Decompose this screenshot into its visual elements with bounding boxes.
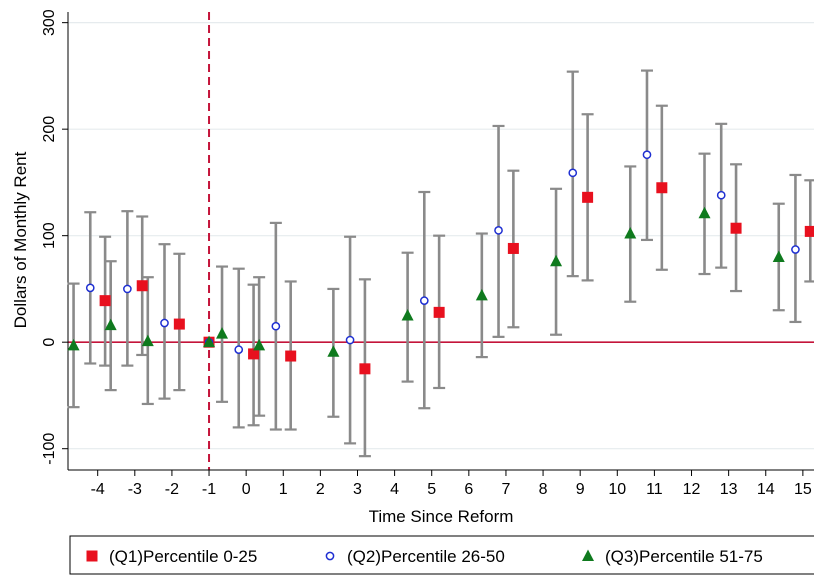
y-tick-label: 200 bbox=[41, 116, 58, 143]
x-tick-label: 8 bbox=[539, 481, 548, 498]
triangle-marker bbox=[401, 309, 414, 321]
triangle-marker bbox=[203, 335, 216, 348]
circle-marker bbox=[271, 321, 281, 331]
square-marker bbox=[433, 306, 445, 318]
x-axis-title: Time Since Reform bbox=[369, 507, 514, 526]
square-marker bbox=[173, 318, 185, 330]
x-tick-label: -2 bbox=[165, 481, 179, 498]
legend-square-marker bbox=[86, 550, 98, 562]
x-tick-label: 11 bbox=[646, 481, 663, 498]
triangle-marker bbox=[216, 327, 229, 339]
x-tick-label: -3 bbox=[128, 481, 142, 498]
legend-circle-marker bbox=[325, 551, 335, 561]
square-marker bbox=[582, 191, 594, 203]
y-tick-label: 300 bbox=[41, 9, 58, 36]
x-tick-label: 13 bbox=[720, 481, 738, 498]
x-tick-label: 7 bbox=[501, 481, 510, 498]
triangle-marker bbox=[141, 334, 154, 347]
x-tick-label: 10 bbox=[608, 481, 626, 498]
legend: (Q1)Percentile 0-25 (Q2)Percentile 26-50 (… bbox=[69, 535, 814, 575]
reference-lines bbox=[68, 12, 814, 470]
x-tick-label: 14 bbox=[757, 481, 775, 498]
legend-label: (Q2)Percentile 26-50 bbox=[347, 547, 505, 566]
x-tick-label: 4 bbox=[390, 481, 399, 498]
triangle-marker bbox=[698, 206, 711, 219]
circle-marker bbox=[85, 283, 95, 293]
y-tick-label: 0 bbox=[41, 338, 58, 347]
x-tick-label: -1 bbox=[202, 481, 216, 498]
circle-marker bbox=[160, 318, 169, 328]
x-tick-label: 1 bbox=[279, 481, 288, 498]
triangle-marker bbox=[253, 338, 266, 351]
x-tick-label: -4 bbox=[91, 481, 105, 498]
data-markers bbox=[67, 150, 814, 375]
legend-frame bbox=[69, 535, 814, 575]
circle-marker bbox=[494, 225, 503, 235]
square-marker bbox=[136, 280, 148, 292]
y-axis-title: Dollars of Monthly Rent bbox=[11, 151, 30, 328]
legend-label: (Q3)Percentile 51-75 bbox=[605, 547, 763, 566]
legend-triangle-marker bbox=[582, 549, 594, 561]
x-tick-label: 2 bbox=[316, 481, 325, 498]
circle-marker bbox=[642, 150, 652, 160]
x-tick-label: 9 bbox=[576, 481, 585, 498]
x-tick-label: 6 bbox=[464, 481, 473, 498]
gridlines bbox=[68, 22, 814, 450]
x-tick-label: 3 bbox=[353, 481, 362, 498]
circle-marker bbox=[123, 284, 132, 294]
square-marker bbox=[804, 225, 814, 237]
circle-marker bbox=[345, 335, 355, 345]
triangle-marker bbox=[550, 254, 563, 267]
y-tick-label: -100 bbox=[41, 433, 58, 465]
triangle-marker bbox=[67, 338, 80, 351]
x-tick-label: 15 bbox=[794, 481, 812, 498]
x-tick-label: 0 bbox=[242, 481, 251, 498]
circle-marker bbox=[716, 190, 726, 200]
triangle-marker bbox=[475, 288, 488, 301]
triangle-marker bbox=[624, 227, 637, 239]
square-marker bbox=[730, 222, 742, 234]
square-marker bbox=[248, 348, 260, 360]
square-marker bbox=[507, 242, 519, 254]
square-marker bbox=[656, 182, 668, 194]
circle-marker bbox=[419, 296, 429, 305]
circle-marker bbox=[568, 168, 578, 178]
legend-label: (Q1)Percentile 0-25 bbox=[109, 547, 257, 566]
square-marker bbox=[285, 350, 297, 362]
triangle-marker bbox=[104, 318, 117, 331]
x-tick-label: 12 bbox=[683, 481, 701, 498]
square-marker bbox=[359, 363, 371, 375]
x-tick-label: 5 bbox=[427, 481, 436, 498]
square-marker bbox=[99, 295, 111, 307]
y-tick-label: 100 bbox=[41, 222, 58, 249]
circle-marker bbox=[791, 245, 800, 254]
triangle-marker bbox=[327, 345, 340, 357]
error-bars bbox=[67, 69, 814, 458]
triangle-marker bbox=[772, 250, 785, 262]
circle-marker bbox=[234, 345, 244, 354]
